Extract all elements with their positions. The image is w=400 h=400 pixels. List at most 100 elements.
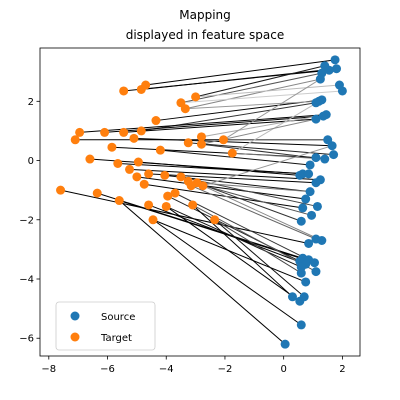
target-point xyxy=(163,191,173,201)
source-point xyxy=(304,238,314,248)
target-point xyxy=(188,200,198,210)
target-point xyxy=(75,127,85,137)
target-point xyxy=(133,157,143,167)
source-point xyxy=(315,74,325,84)
mapping-line xyxy=(185,78,321,110)
target-point xyxy=(144,200,154,210)
mapping-line xyxy=(119,200,315,264)
mapping-line xyxy=(197,182,311,193)
source-point xyxy=(301,194,311,204)
source-point xyxy=(311,98,321,108)
source-point xyxy=(320,154,330,164)
y-axis: −6 −4 −2 0 2 xyxy=(19,97,40,345)
mapping-line xyxy=(232,99,323,154)
mapping-line xyxy=(129,168,321,181)
source-point xyxy=(280,339,290,349)
target-point xyxy=(170,188,180,198)
target-point xyxy=(151,116,161,126)
x-tick-label: −8 xyxy=(41,364,56,375)
source-point xyxy=(311,178,321,188)
mapping-line xyxy=(123,118,316,133)
source-point xyxy=(311,153,321,163)
source-point xyxy=(296,216,306,226)
target-point xyxy=(85,154,95,164)
mapping-line xyxy=(190,185,317,240)
mapping-line xyxy=(123,69,330,92)
mapping-line xyxy=(118,200,286,345)
legend-box xyxy=(55,301,156,351)
mapping-line xyxy=(192,204,293,298)
source-point xyxy=(318,111,328,121)
plot-frame xyxy=(39,47,361,357)
target-point xyxy=(113,159,123,168)
target-point xyxy=(70,135,80,145)
source-point xyxy=(332,64,342,74)
source-point xyxy=(298,203,308,213)
mapping-line xyxy=(138,161,300,176)
x-tick-label: −6 xyxy=(100,364,115,375)
source-point xyxy=(337,86,347,96)
source-point xyxy=(296,320,306,330)
target-point xyxy=(129,133,139,143)
x-tick-label: 2 xyxy=(339,364,345,375)
mapping-line xyxy=(202,185,323,241)
mapping-line xyxy=(145,59,336,86)
target-point xyxy=(114,196,124,206)
target-point xyxy=(161,201,171,211)
mapping-line xyxy=(155,99,322,122)
target-point xyxy=(198,181,208,191)
target-point xyxy=(218,135,228,145)
target-point xyxy=(107,142,117,152)
target-point xyxy=(191,92,201,102)
target-point xyxy=(119,127,129,137)
y-tick-label: 2 xyxy=(28,97,34,108)
mapping-line xyxy=(214,219,302,274)
source-point xyxy=(287,292,297,302)
target-point xyxy=(119,86,129,96)
x-tick-label: −4 xyxy=(159,364,174,375)
source-point xyxy=(296,268,306,278)
mapping-line xyxy=(196,182,302,222)
target-point xyxy=(196,139,206,149)
source-point xyxy=(301,277,311,287)
y-tick-label: −6 xyxy=(19,334,34,345)
mapping-line xyxy=(201,114,327,138)
legend: Source Target xyxy=(55,301,156,351)
mapping-line xyxy=(232,152,325,160)
mapping-line xyxy=(144,183,303,209)
target-point xyxy=(196,132,206,142)
target-point xyxy=(125,164,135,174)
mapping-line xyxy=(202,145,333,187)
y-tick-label: −4 xyxy=(19,275,34,286)
target-point xyxy=(100,127,110,137)
mapping-line xyxy=(174,192,309,261)
mapping-line xyxy=(148,204,306,265)
mapping-line xyxy=(180,72,322,104)
target-point xyxy=(176,172,186,182)
target-point xyxy=(210,215,220,225)
source-point xyxy=(295,170,305,180)
target-point xyxy=(136,126,146,136)
legend-marker-source xyxy=(70,311,80,321)
mapping-line xyxy=(195,84,340,98)
target-point xyxy=(56,185,66,195)
mapping-line xyxy=(133,137,333,147)
target-point xyxy=(144,169,154,179)
mapping-line xyxy=(180,90,343,104)
source-point xyxy=(307,210,317,220)
source-point xyxy=(299,292,309,302)
mapping-line xyxy=(136,176,306,200)
mapping-line xyxy=(165,206,301,302)
legend-marker-target xyxy=(70,332,80,342)
source-point xyxy=(310,258,319,268)
target-point xyxy=(227,148,237,158)
mapping-line xyxy=(223,78,321,141)
target-point xyxy=(155,145,165,155)
source-point xyxy=(327,141,337,151)
mapping-line xyxy=(160,149,311,166)
target-point xyxy=(183,138,193,148)
source-point xyxy=(317,236,327,245)
scatter-points xyxy=(56,55,347,349)
target-point xyxy=(160,170,170,180)
